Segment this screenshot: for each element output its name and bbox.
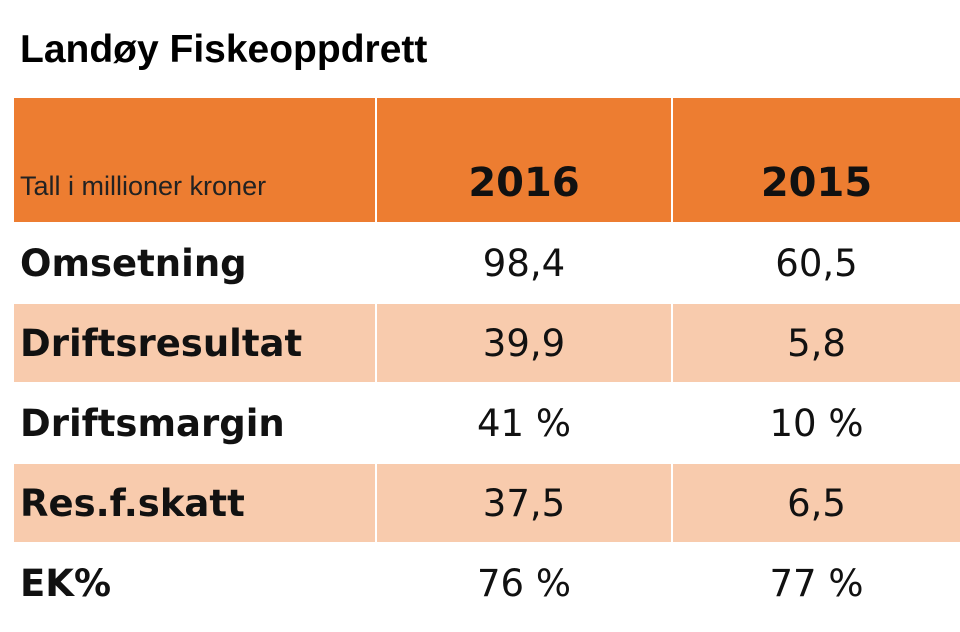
table-value: 41 %	[477, 401, 571, 445]
table-row: Driftsmargin 41 % 10 %	[14, 384, 960, 462]
value-cell-2016: 76 %	[377, 544, 671, 622]
table-value: 39,9	[482, 321, 566, 365]
value-cell-2015: 60,5	[673, 224, 960, 302]
row-label-cell: Driftsmargin	[14, 384, 375, 462]
row-label: Driftsmargin	[20, 401, 285, 445]
table-value: 98,4	[482, 241, 566, 285]
row-label: EK%	[20, 561, 112, 605]
row-label-cell: Res.f.skatt	[14, 464, 375, 542]
table-value: 10 %	[769, 401, 864, 445]
row-label-cell: EK%	[14, 544, 375, 622]
table-value: 77 %	[769, 561, 864, 605]
value-cell-2016: 37,5	[377, 464, 671, 542]
table-value: 37,5	[482, 481, 566, 525]
value-cell-2015: 77 %	[673, 544, 960, 622]
header-cell-2016: 2016	[377, 98, 671, 222]
row-label: Driftsresultat	[20, 321, 303, 365]
value-cell-2015: 5,8	[673, 304, 960, 382]
table-row: Omsetning 98,4 60,5	[14, 224, 960, 302]
column-header-2016: 2016	[468, 160, 580, 206]
table-row: Driftsresultat 39,9 5,8	[14, 304, 960, 382]
table-title: Landøy Fiskeoppdrett	[20, 28, 428, 71]
financial-table: Tall i millioner kroner 2016 2015 Omsetn…	[14, 98, 960, 624]
row-label: Omsetning	[20, 241, 247, 285]
row-label-cell: Driftsresultat	[14, 304, 375, 382]
table-value: 6,5	[787, 481, 846, 525]
value-cell-2016: 98,4	[377, 224, 671, 302]
table-value: 60,5	[775, 241, 858, 285]
header-cell-2015: 2015	[673, 98, 960, 222]
table-header-row: Tall i millioner kroner 2016 2015	[14, 98, 960, 222]
value-cell-2016: 41 %	[377, 384, 671, 462]
table-value: 5,8	[787, 321, 846, 365]
column-header-2015: 2015	[760, 160, 873, 206]
row-label: Res.f.skatt	[20, 481, 245, 525]
table-row: EK% 76 % 77 %	[14, 544, 960, 622]
table-value: 76 %	[477, 561, 571, 605]
table-row: Res.f.skatt 37,5 6,5	[14, 464, 960, 542]
header-note: Tall i millioner kroner	[14, 98, 375, 222]
row-label-cell: Omsetning	[14, 224, 375, 302]
value-cell-2015: 10 %	[673, 384, 960, 462]
value-cell-2015: 6,5	[673, 464, 960, 542]
value-cell-2016: 39,9	[377, 304, 671, 382]
